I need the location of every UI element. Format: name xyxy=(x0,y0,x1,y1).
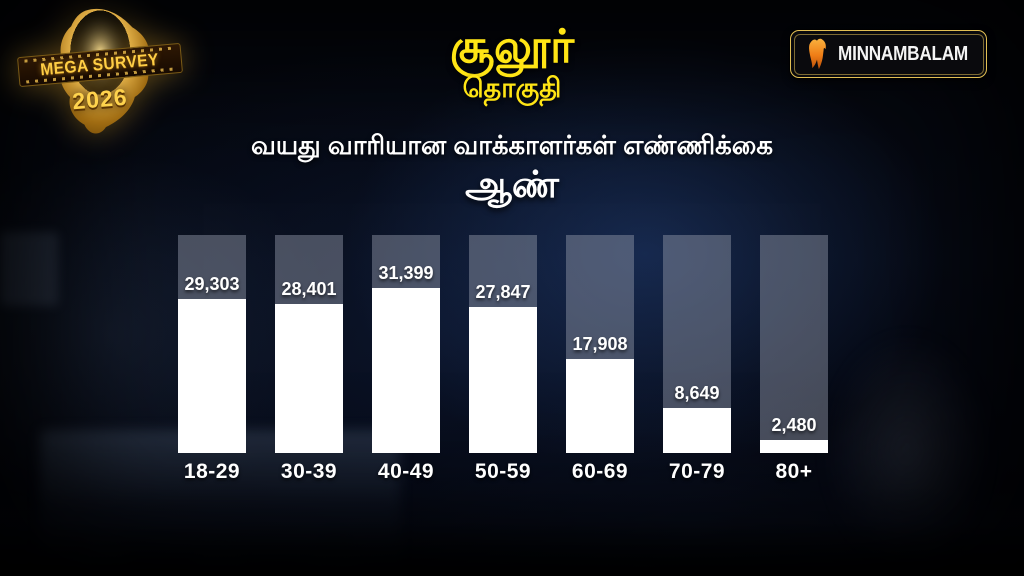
bar-value-label: 28,401 xyxy=(281,279,337,299)
bar-track: 17,908 xyxy=(566,235,634,453)
bar-category-label: 50-59 xyxy=(474,460,532,483)
bar-column: 31,399 40-49 xyxy=(372,235,440,484)
bar-fill xyxy=(663,408,731,453)
bar-value-label: 31,399 xyxy=(378,263,434,283)
minnambalam-logo: MINNAMBALAM xyxy=(790,30,987,78)
background-crowd-shadow xyxy=(0,486,1024,576)
bar-fill xyxy=(372,288,440,453)
background-building-sign xyxy=(0,232,58,306)
flame-icon xyxy=(809,38,826,70)
bar-fill xyxy=(760,440,828,453)
bar-track: 28,401 xyxy=(275,235,343,453)
bar-track: 2,480 xyxy=(760,235,828,453)
bar-column: 2,480 80+ xyxy=(760,235,828,484)
constituency-title: சூலூர் xyxy=(449,20,575,72)
bar-track: 27,847 xyxy=(469,235,537,453)
bar-column: 28,401 30-39 xyxy=(275,235,343,484)
brand-name-label: MINNAMBALAM xyxy=(838,42,968,65)
bar-column: 17,908 60-69 xyxy=(566,235,634,484)
bar-value-label: 2,480 xyxy=(771,415,817,435)
bar-column: 27,847 50-59 xyxy=(469,235,537,484)
bar-chart: 29,303 18-29 28,401 30-39 31,399 40-49 2… xyxy=(178,235,830,484)
bar-category-label: 70-79 xyxy=(668,460,726,483)
bar-category-label: 30-39 xyxy=(280,460,338,483)
mega-survey-logo: MEGA SURVEY 2026 xyxy=(16,4,184,146)
title-block: சூலூர் தொகுதி xyxy=(0,20,1024,104)
bar-value-label: 29,303 xyxy=(184,274,240,294)
bar-track: 8,649 xyxy=(663,235,731,453)
bar-value-label: 27,847 xyxy=(475,282,531,302)
gender-label: ஆண் xyxy=(465,164,559,205)
bar-fill xyxy=(275,304,343,453)
bar-fill xyxy=(469,307,537,453)
bar-value-label: 17,908 xyxy=(572,334,628,354)
chart-heading: வயது வாரியான வாக்காளர்கள் எண்ணிக்கை xyxy=(250,130,774,160)
constituency-subtitle: தொகுதி xyxy=(462,73,562,103)
bar-value-label: 8,649 xyxy=(674,383,720,403)
bar-category-label: 80+ xyxy=(775,460,813,483)
bar-category-label: 18-29 xyxy=(183,460,241,483)
bar-track: 29,303 xyxy=(178,235,246,453)
bar-column: 8,649 70-79 xyxy=(663,235,731,484)
bar-category-label: 40-49 xyxy=(377,460,435,483)
bar-fill xyxy=(566,359,634,453)
bar-track: 31,399 xyxy=(372,235,440,453)
bar-fill xyxy=(178,299,246,453)
bar-column: 29,303 18-29 xyxy=(178,235,246,484)
bar-category-label: 60-69 xyxy=(571,460,629,483)
